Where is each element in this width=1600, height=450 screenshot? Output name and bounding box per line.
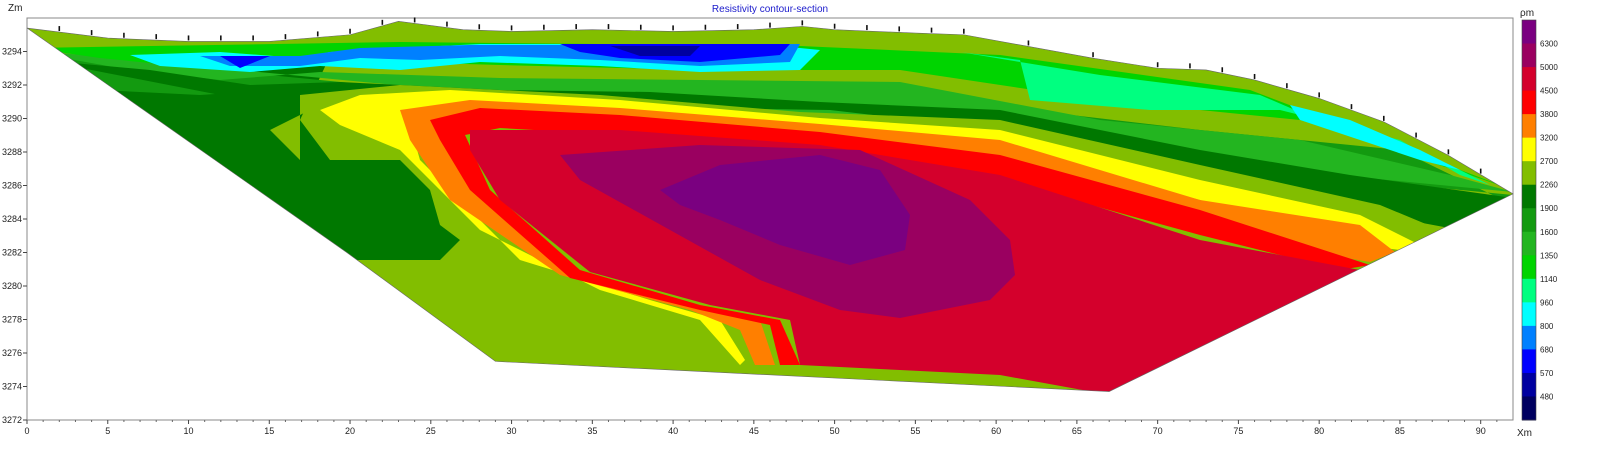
contour-band-3200 <box>400 100 1395 365</box>
x-tick-label: 35 <box>587 426 597 436</box>
y-tick-label: 3276 <box>2 348 22 358</box>
colorbar-level-label: 2700 <box>1540 157 1558 166</box>
y-tick-label: 3284 <box>2 214 22 224</box>
colorbar-level-label: 6300 <box>1540 40 1558 49</box>
y-tick-label: 3278 <box>2 315 22 325</box>
x-tick-label: 60 <box>991 426 1001 436</box>
colorbar-swatch <box>1522 90 1536 115</box>
x-tick-label: 5 <box>105 426 110 436</box>
x-tick-label: 45 <box>749 426 759 436</box>
x-tick-label: 75 <box>1233 426 1243 436</box>
colorbar-swatch <box>1522 396 1536 421</box>
contour-band-1900-upper <box>40 60 1513 230</box>
y-tick-label: 3274 <box>2 382 22 392</box>
colorbar-swatch <box>1522 20 1536 45</box>
x-tick-label: 30 <box>507 426 517 436</box>
colorbar-swatch <box>1522 184 1536 209</box>
colorbar-level-label: 480 <box>1540 392 1554 401</box>
contour-band-960-right <box>960 52 1490 185</box>
colorbar-swatch <box>1522 231 1536 256</box>
contour-band-480-top <box>610 46 700 56</box>
colorbar-swatch <box>1522 137 1536 162</box>
x-tick-label: 65 <box>1072 426 1082 436</box>
colorbar-level-label: 1140 <box>1540 275 1558 284</box>
x-tick-label: 25 <box>426 426 436 436</box>
x-axis-label-text: Xm <box>1517 428 1532 439</box>
colorbar-level-label: 4500 <box>1540 87 1558 96</box>
colorbar-level-label: 5000 <box>1540 63 1558 72</box>
x-tick-label: 15 <box>264 426 274 436</box>
colorbar-label: ρm <box>1520 8 1534 19</box>
colorbar-level-label: 1600 <box>1540 228 1558 237</box>
x-tick-label: 50 <box>830 426 840 436</box>
colorbar-swatch <box>1522 372 1536 397</box>
x-tick-label: 55 <box>910 426 920 436</box>
colorbar-swatch <box>1522 43 1536 68</box>
colorbar-level-label: 3200 <box>1540 134 1558 143</box>
x-tick-label: 20 <box>345 426 355 436</box>
x-axis-label: Xm <box>1517 428 1532 439</box>
colorbar-level-label: 680 <box>1540 345 1554 354</box>
x-tick-label: 40 <box>668 426 678 436</box>
x-tick-label: 70 <box>1153 426 1163 436</box>
contour-band-1140-upper <box>30 42 1513 190</box>
y-axis-ticks: 3272 3274 3276 3278 3280 3282 3284 3286 3288 3290… <box>2 47 27 425</box>
y-tick-label: 3288 <box>2 147 22 157</box>
electrode-markers <box>58 17 1482 174</box>
colorbar-level-label: 1900 <box>1540 204 1558 213</box>
colorbar-swatch <box>1522 278 1536 303</box>
y-tick-label: 3286 <box>2 181 22 191</box>
x-tick-label: 90 <box>1476 426 1486 436</box>
y-tick-label: 3294 <box>2 47 22 57</box>
colorbar-swatch <box>1522 255 1536 280</box>
x-tick-label: 85 <box>1395 426 1405 436</box>
contour-band-6300 <box>660 155 910 265</box>
x-axis-ticks: 0 5 10 15 20 25 30 35 40 45 50 55 60 65 70 75 80 85 90 <box>24 420 1498 436</box>
colorbar-swatch <box>1522 161 1536 186</box>
colorbar-level-label: 3800 <box>1540 110 1558 119</box>
colorbar: 6300 5000 4500 3800 3200 2700 2260 1900 1600 1350… <box>1521 19 1558 421</box>
x-tick-label: 0 <box>24 426 29 436</box>
y-axis-label-text: Zm <box>8 3 22 14</box>
colorbar-frame <box>1521 19 1537 421</box>
x-tick-label: 80 <box>1314 426 1324 436</box>
colorbar-level-label: 1350 <box>1540 251 1558 260</box>
colorbar-swatch <box>1522 114 1536 139</box>
y-tick-label: 3272 <box>2 415 22 425</box>
contour-band-3800 <box>430 108 1370 365</box>
y-tick-label: 3292 <box>2 80 22 90</box>
y-tick-label: 3282 <box>2 248 22 258</box>
colorbar-swatch <box>1522 302 1536 327</box>
colorbar-swatch <box>1522 349 1536 374</box>
resistivity-section <box>27 21 1513 392</box>
colorbar-swatch <box>1522 67 1536 92</box>
y-axis-label: Zm <box>8 3 22 14</box>
y-tick-label: 3280 <box>2 281 22 291</box>
colorbar-level-label: 2260 <box>1540 181 1558 190</box>
chart-title: Resistivity contour-section <box>712 4 828 15</box>
contour-band-800-right <box>1290 105 1460 170</box>
section-outline <box>26 21 1514 392</box>
colorbar-swatch <box>1522 208 1536 233</box>
colorbar-level-label: 800 <box>1540 322 1554 331</box>
colorbar-level-label: 570 <box>1540 369 1554 378</box>
x-tick-label: 10 <box>184 426 194 436</box>
colorbar-swatch <box>1522 325 1536 350</box>
colorbar-level-label: 960 <box>1540 298 1554 307</box>
y-tick-label: 3290 <box>2 114 22 124</box>
